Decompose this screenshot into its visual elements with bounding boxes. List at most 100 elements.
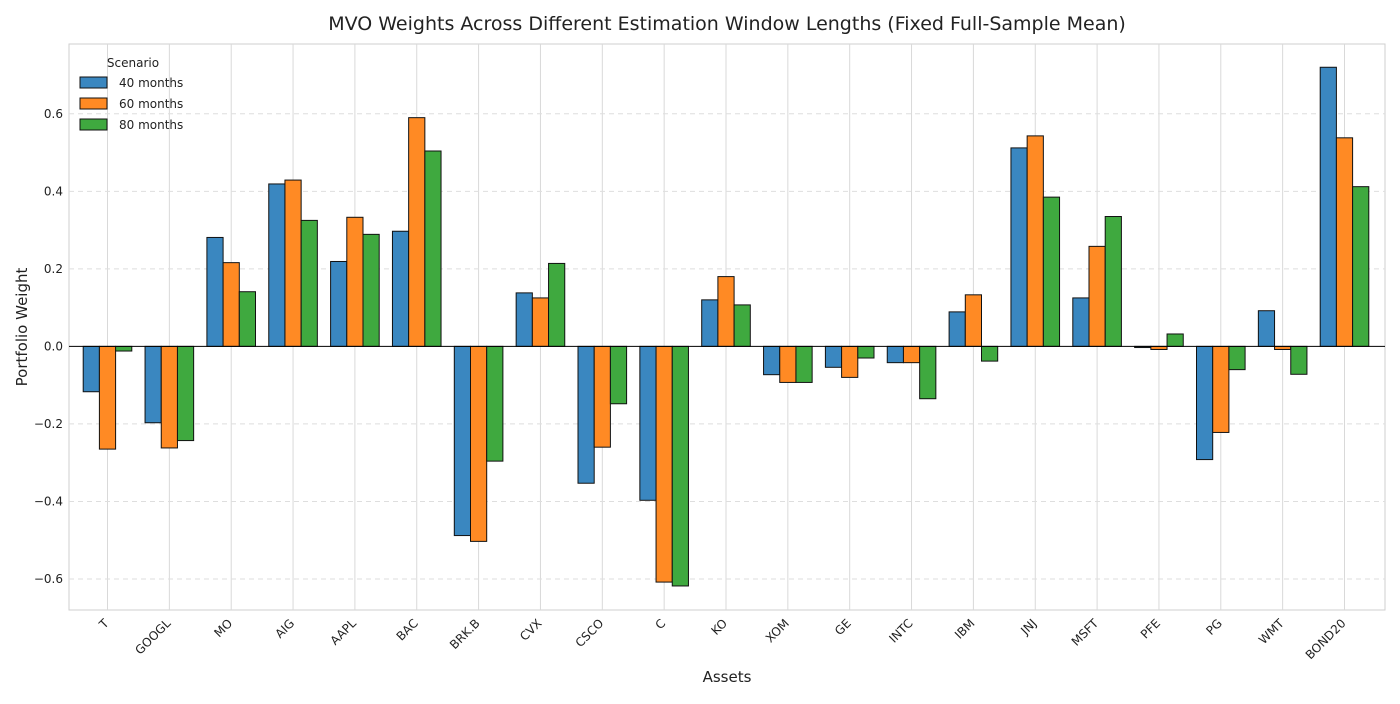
bar [795,345,813,383]
x-tick-label: PG [1203,616,1225,638]
bar [717,276,735,347]
bar [981,345,999,362]
bar [701,299,719,347]
bar [763,345,781,376]
bar [1166,333,1184,347]
y-tick-label: 0.6 [44,107,63,121]
x-tick-label: AIG [272,616,297,641]
chart-title: MVO Weights Across Different Estimation … [328,13,1126,35]
bar [609,345,628,405]
x-tick-label: MO [211,616,235,640]
bar [639,345,657,501]
x-tick-label: INTC [886,616,915,645]
x-tick-label: CSCO [573,616,607,650]
bar [886,345,904,364]
x-tick-label: AAPL [327,616,359,648]
bars-layer [82,66,1370,587]
bar [515,292,533,347]
x-tick-label: PFE [1138,616,1163,641]
legend-swatch [79,76,108,89]
bar [733,304,751,347]
bar [1212,345,1230,433]
bar [779,345,797,383]
bar [655,345,673,583]
x-tick-label: T [96,616,112,632]
bar [486,345,504,462]
x-tick-label: BOND20 [1303,616,1349,662]
bar [391,230,410,347]
bar [362,233,380,347]
bar [1010,147,1028,347]
y-tick-label: −0.6 [34,572,63,586]
bar [948,311,966,347]
bar [919,345,937,400]
bar [470,345,488,542]
bar [144,345,162,424]
bar [115,345,133,352]
x-tick-label: BRK.B [447,616,483,652]
bar [330,260,348,347]
bar [1352,186,1370,347]
bar [1072,297,1090,347]
bar [1290,345,1308,375]
bar [284,179,302,347]
bar [424,150,442,347]
bar [1319,66,1337,347]
x-tick-label: XOM [763,616,792,645]
bar [593,345,611,448]
bar [453,345,471,537]
y-tick-labels: −0.6 −0.4 −0.2 0.0 0.2 0.4 0.6 [34,107,63,586]
bar [1257,310,1276,347]
legend-label: 80 months [119,118,183,132]
legend-swatch [79,118,108,131]
legend-label: 60 months [119,97,183,111]
bar [408,117,426,347]
bar [222,262,240,347]
y-tick-label: 0.2 [44,262,63,276]
bar [1088,245,1106,347]
bar [206,236,224,347]
legend-label: 40 months [119,76,183,90]
x-tick-label: KO [708,616,730,638]
bar [82,345,100,393]
legend-swatch [79,97,108,110]
bar [160,345,178,449]
bar [238,291,257,347]
bar [1335,137,1354,347]
y-tick-label: −0.4 [34,494,63,508]
bar [98,345,117,450]
bar [531,297,550,347]
bar [548,262,566,347]
x-tick-label: IBM [952,616,978,642]
legend-title: Scenario [107,56,159,70]
bar [857,345,875,359]
bar [902,345,921,364]
bar [671,345,689,587]
bar [1228,345,1246,371]
legend: Scenario 40 months 60 months 80 months [79,56,183,132]
bar [346,216,364,347]
bar [1026,135,1044,347]
x-tick-label: GOOGL [132,616,173,657]
x-tick-label: BAC [394,616,421,643]
x-tick-label: CVX [517,616,544,643]
y-tick-label: 0.0 [44,339,63,353]
y-tick-label: 0.4 [44,184,63,198]
x-tick-label: JNJ [1017,616,1039,638]
bar [1042,196,1061,347]
y-axis-label: Portfolio Weight [13,268,31,387]
x-tick-label: GE [832,616,854,638]
x-tick-labels: T GOOGL MO AIG AAPL BAC BRK.B CVX CSCO C KO XOM GE IN… [96,616,1349,662]
bar [268,183,286,347]
x-tick-label: C [652,616,668,632]
bar [176,345,195,442]
bar [1104,216,1122,347]
bar [964,294,982,347]
y-tick-label: −0.2 [34,417,63,431]
x-axis-label: Assets [703,668,752,686]
bar [1196,345,1214,461]
bar [300,219,318,347]
x-tick-label: MSFT [1069,616,1102,649]
